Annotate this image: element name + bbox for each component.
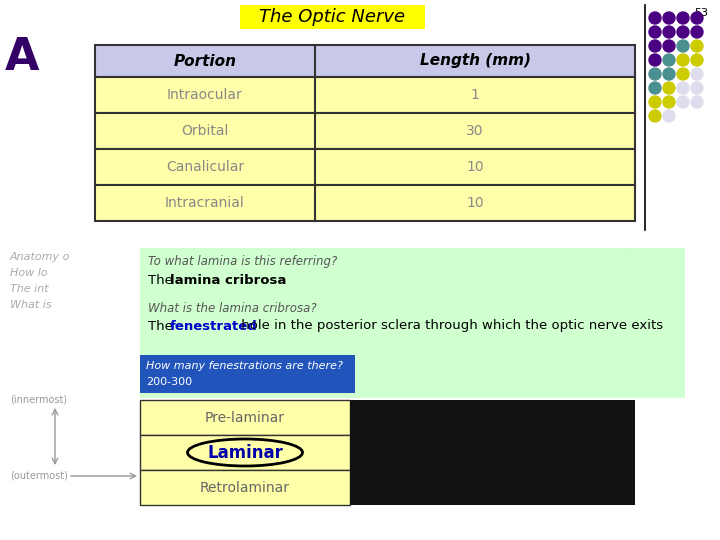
Text: Intraocular: Intraocular: [167, 88, 243, 102]
FancyBboxPatch shape: [140, 435, 350, 470]
Circle shape: [677, 82, 689, 94]
Circle shape: [649, 40, 661, 52]
Text: Retrolaminar: Retrolaminar: [200, 481, 290, 495]
Circle shape: [691, 82, 703, 94]
Text: ?: ?: [624, 252, 630, 262]
Circle shape: [677, 40, 689, 52]
Circle shape: [649, 110, 661, 122]
Circle shape: [649, 68, 661, 80]
Text: The Optic Nerve: The Optic Nerve: [259, 8, 405, 26]
Text: The int: The int: [10, 284, 49, 294]
Circle shape: [691, 96, 703, 108]
Circle shape: [649, 54, 661, 66]
Circle shape: [649, 82, 661, 94]
Circle shape: [691, 68, 703, 80]
FancyBboxPatch shape: [140, 355, 355, 393]
Text: 200-300: 200-300: [146, 377, 192, 387]
Text: fenestrated: fenestrated: [170, 320, 258, 333]
FancyBboxPatch shape: [140, 248, 685, 398]
Circle shape: [677, 96, 689, 108]
FancyBboxPatch shape: [95, 77, 635, 113]
FancyBboxPatch shape: [95, 113, 635, 149]
Text: How many fenestrations are there?: How many fenestrations are there?: [146, 361, 343, 371]
Text: Anatomy o: Anatomy o: [10, 252, 71, 262]
FancyBboxPatch shape: [140, 400, 350, 435]
Text: A: A: [5, 37, 40, 79]
Text: 10: 10: [466, 196, 484, 210]
Circle shape: [663, 12, 675, 24]
Circle shape: [691, 40, 703, 52]
Text: What is the lamina cribrosa?: What is the lamina cribrosa?: [148, 301, 317, 314]
Circle shape: [691, 12, 703, 24]
Circle shape: [663, 82, 675, 94]
Text: 10: 10: [466, 160, 484, 174]
Text: 53: 53: [694, 8, 708, 18]
Circle shape: [663, 68, 675, 80]
Text: (innermost): (innermost): [10, 395, 67, 405]
Text: The: The: [148, 320, 177, 333]
FancyBboxPatch shape: [140, 470, 350, 505]
Text: lamina cribrosa: lamina cribrosa: [170, 273, 287, 287]
Text: Length (mm): Length (mm): [420, 53, 531, 69]
Circle shape: [663, 26, 675, 38]
Circle shape: [677, 12, 689, 24]
Text: What is: What is: [10, 300, 52, 310]
FancyBboxPatch shape: [240, 5, 425, 29]
Text: Laminar: Laminar: [207, 443, 283, 462]
Circle shape: [691, 54, 703, 66]
FancyBboxPatch shape: [95, 45, 635, 77]
Circle shape: [677, 54, 689, 66]
Text: Orbital: Orbital: [181, 124, 229, 138]
Text: (outermost): (outermost): [10, 471, 68, 481]
Text: 30: 30: [467, 124, 484, 138]
Circle shape: [649, 96, 661, 108]
Circle shape: [677, 68, 689, 80]
Circle shape: [649, 12, 661, 24]
Text: hole in the posterior sclera through which the optic nerve exits: hole in the posterior sclera through whi…: [237, 320, 663, 333]
Circle shape: [663, 110, 675, 122]
Text: The: The: [148, 273, 177, 287]
FancyBboxPatch shape: [95, 149, 635, 185]
Circle shape: [649, 26, 661, 38]
Text: How lo: How lo: [10, 268, 48, 278]
FancyBboxPatch shape: [350, 400, 635, 505]
Circle shape: [663, 54, 675, 66]
Circle shape: [663, 40, 675, 52]
Circle shape: [677, 26, 689, 38]
Text: Canalicular: Canalicular: [166, 160, 244, 174]
Text: Portion: Portion: [174, 53, 236, 69]
Text: Intracranial: Intracranial: [165, 196, 245, 210]
Text: 1: 1: [471, 88, 480, 102]
FancyBboxPatch shape: [95, 185, 635, 221]
Circle shape: [663, 96, 675, 108]
Text: Pre-laminar: Pre-laminar: [205, 410, 285, 424]
Text: To what lamina is this referring?: To what lamina is this referring?: [148, 255, 337, 268]
Circle shape: [691, 26, 703, 38]
